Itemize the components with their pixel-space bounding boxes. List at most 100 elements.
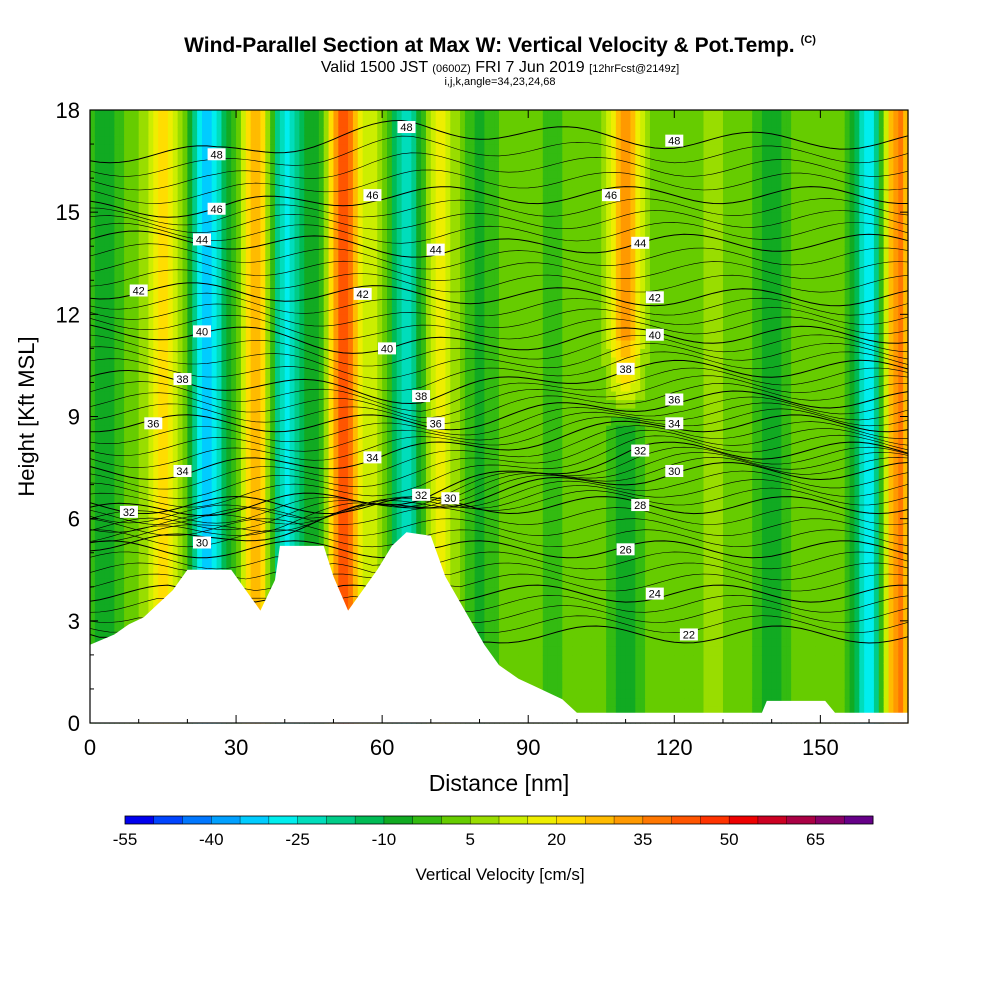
velocity-cell [124,144,130,154]
velocity-cell [421,203,427,213]
velocity-cell [313,280,320,290]
velocity-cell [304,510,310,520]
velocity-cell [387,425,393,435]
velocity-cell [133,450,140,460]
velocity-cell [333,476,339,486]
velocity-cell [372,561,378,571]
velocity-cell [372,527,378,537]
velocity-cell [362,535,369,545]
velocity-cell [153,339,159,349]
velocity-cell [382,390,388,401]
velocity-cell [348,595,354,605]
velocity-cell [387,288,393,298]
velocity-cell [138,510,145,520]
velocity-cell [201,561,208,571]
velocity-cell [387,476,393,486]
velocity-cell [362,135,369,145]
velocity-cell [387,467,393,477]
velocity-cell [104,220,111,230]
velocity-cell [265,399,271,409]
velocity-cell [236,110,242,120]
velocity-cell [197,169,203,179]
velocity-cell [367,203,374,213]
velocity-cell [406,416,412,426]
velocity-cell [299,476,305,486]
velocity-cell [90,450,96,460]
velocity-cell [309,135,315,145]
velocity-cell [250,586,257,596]
velocity-cell [177,220,184,230]
velocity-cell [177,510,184,520]
velocity-cell [216,195,223,205]
velocity-cell [265,450,271,460]
velocity-cell [367,271,374,281]
velocity-cell [128,356,135,367]
velocity-cell [275,433,281,443]
velocity-cell [318,220,325,230]
velocity-cell [382,322,388,332]
velocity-cell [304,203,310,213]
velocity-cell [352,305,359,315]
velocity-cell [236,484,242,494]
velocity-cell [148,331,154,341]
velocity-cell [333,373,339,384]
velocity-cell [104,552,111,562]
velocity-cell [348,220,354,230]
velocity-cell [362,493,369,503]
velocity-cell [231,127,237,137]
velocity-cell [323,220,330,230]
velocity-cell [260,246,266,256]
velocity-cell [357,586,364,596]
velocity-cell [94,229,101,239]
velocity-cell [357,356,364,367]
velocity-cell [255,356,262,367]
velocity-cell [401,467,408,477]
velocity-cell [245,433,252,443]
velocity-cell [167,271,174,281]
velocity-cell [387,178,393,188]
velocity-cell [201,246,208,256]
velocity-cell [99,212,106,222]
velocity-cell [260,186,266,196]
velocity-cell [138,144,145,154]
velocity-cell [265,501,271,511]
velocity-cell [119,152,125,162]
velocity-cell [372,212,378,222]
velocity-cell [138,203,145,213]
velocity-cell [104,595,111,605]
velocity-cell [255,161,262,171]
velocity-cell [236,314,242,324]
velocity-cell [255,110,262,120]
velocity-cell [250,271,257,281]
velocity-cell [391,476,398,486]
velocity-cell [133,535,140,545]
velocity-cell [275,169,281,179]
velocity-cell [372,348,378,358]
velocity-cell [201,186,208,196]
velocity-cell [216,110,223,120]
velocity-cell [284,263,291,273]
velocity-cell [153,365,159,375]
velocity-cell [396,450,403,460]
velocity-cell [143,339,150,349]
velocity-cell [382,254,388,264]
velocity-cell [411,527,417,537]
velocity-cell [172,135,179,145]
velocity-cell [284,169,291,179]
velocity-cell [343,212,349,222]
velocity-cell [99,220,106,230]
velocity-cell [163,390,169,401]
velocity-cell [128,459,135,469]
velocity-cell [367,442,374,452]
velocity-cell [119,356,125,367]
velocity-cell [387,254,393,264]
velocity-cell [133,518,140,528]
velocity-cell [148,552,154,562]
velocity-cell [163,425,169,435]
velocity-cell [99,348,106,358]
velocity-cell [270,203,276,213]
velocity-cell [182,110,188,120]
velocity-cell [260,220,266,230]
velocity-cell [250,407,257,418]
velocity-cell [99,135,106,145]
